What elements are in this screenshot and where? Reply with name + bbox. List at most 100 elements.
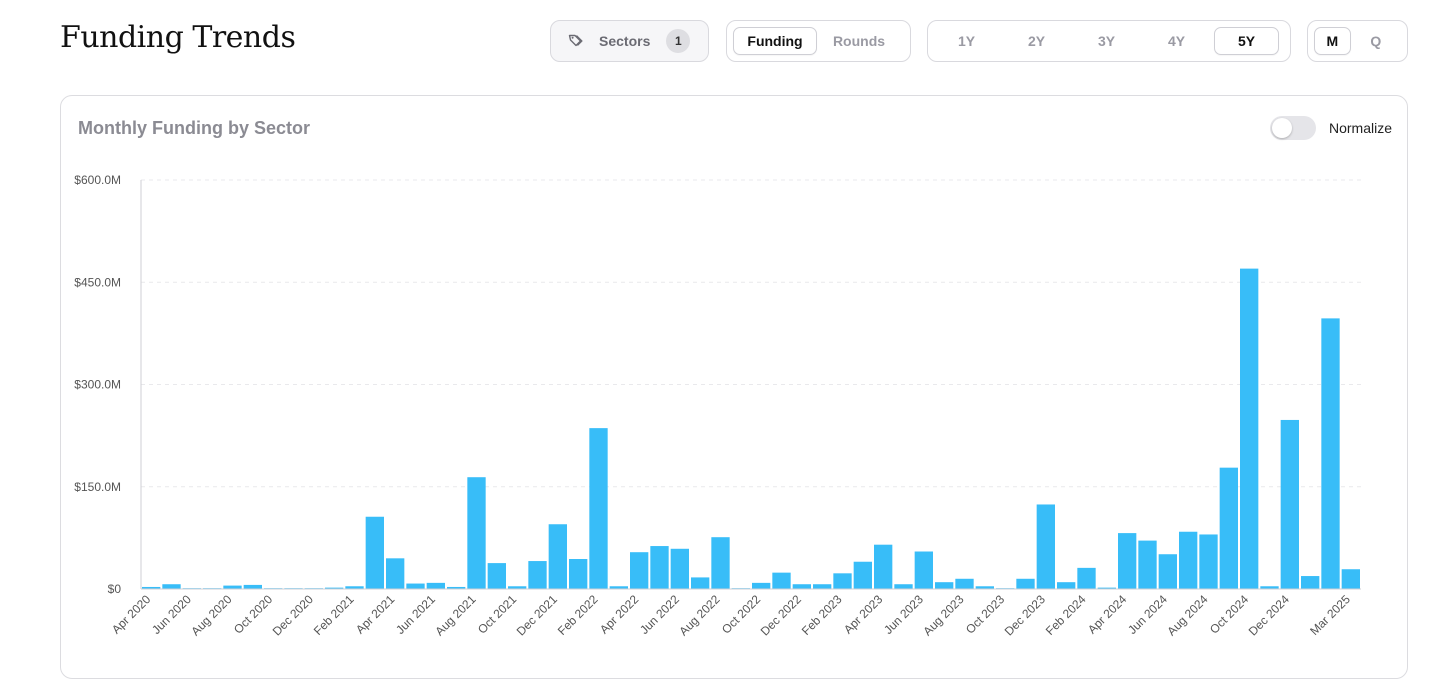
bar-sep-2020[interactable] bbox=[243, 584, 262, 589]
bar-nov-2021[interactable] bbox=[528, 561, 547, 589]
bar-oct-2022[interactable] bbox=[752, 582, 771, 589]
x-tick-label: Apr 2020 bbox=[109, 592, 154, 637]
page-title: Funding Trends bbox=[60, 20, 296, 55]
bar-aug-2024[interactable] bbox=[1199, 534, 1218, 589]
x-tick-label: Mar 2025 bbox=[1307, 592, 1353, 638]
x-tick-label: Aug 2023 bbox=[920, 592, 966, 638]
granularity-option-monthly[interactable]: M bbox=[1314, 27, 1351, 55]
bar-mar-2021[interactable] bbox=[365, 516, 384, 589]
bar-may-2022[interactable] bbox=[650, 546, 669, 589]
x-tick-label: Oct 2023 bbox=[963, 592, 1008, 637]
toggle-knob bbox=[1272, 118, 1292, 138]
bar-jan-2021[interactable] bbox=[325, 587, 344, 589]
bar-oct-2024[interactable] bbox=[1240, 268, 1259, 589]
bar-dec-2023[interactable] bbox=[1036, 504, 1055, 589]
sectors-count-badge: 1 bbox=[666, 29, 691, 53]
sectors-label: Sectors bbox=[599, 33, 651, 49]
x-tick-label: Aug 2022 bbox=[676, 592, 722, 638]
bar-aug-2023[interactable] bbox=[955, 578, 974, 589]
bar-jun-2021[interactable] bbox=[426, 582, 445, 589]
y-tick-label: $0 bbox=[108, 582, 122, 596]
bar-oct-2021[interactable] bbox=[508, 586, 527, 589]
bar-jul-2024[interactable] bbox=[1179, 531, 1198, 589]
x-tick-label: Jun 2020 bbox=[149, 592, 194, 637]
bar-sep-2021[interactable] bbox=[487, 563, 506, 589]
bar-mar-2025[interactable] bbox=[1341, 569, 1360, 589]
bar-feb-2023[interactable] bbox=[833, 573, 852, 589]
x-tick-label: Oct 2022 bbox=[719, 592, 764, 637]
tag-icon bbox=[567, 32, 585, 50]
bar-nov-2023[interactable] bbox=[1016, 578, 1035, 589]
bar-feb-2022[interactable] bbox=[589, 428, 608, 589]
chart-title: Monthly Funding by Sector bbox=[78, 118, 310, 138]
bar-may-2020[interactable] bbox=[162, 584, 181, 589]
normalize-toggle[interactable] bbox=[1270, 116, 1316, 140]
x-tick-label: Dec 2020 bbox=[270, 592, 316, 638]
bar-dec-2021[interactable] bbox=[548, 524, 567, 589]
bar-aug-2020[interactable] bbox=[223, 585, 242, 589]
bar-jul-2023[interactable] bbox=[935, 582, 954, 589]
sectors-filter-button[interactable]: Sectors 1 bbox=[550, 20, 709, 62]
y-tick-label: $600.0M bbox=[74, 173, 121, 187]
bar-aug-2021[interactable] bbox=[467, 477, 486, 589]
bar-aug-2022[interactable] bbox=[711, 537, 730, 589]
x-tick-label: Dec 2022 bbox=[758, 592, 804, 638]
x-tick-label: Jun 2021 bbox=[393, 592, 438, 637]
bar-jan-2023[interactable] bbox=[813, 584, 832, 589]
bar-may-2021[interactable] bbox=[406, 583, 425, 589]
bar-jul-2021[interactable] bbox=[447, 586, 466, 589]
period-option-2y[interactable]: 2Y bbox=[1027, 33, 1046, 49]
bar-jan-2022[interactable] bbox=[569, 559, 588, 589]
x-tick-label: Oct 2024 bbox=[1207, 592, 1252, 637]
bar-may-2023[interactable] bbox=[894, 584, 913, 589]
normalize-label: Normalize bbox=[1329, 120, 1393, 136]
x-tick-label: Oct 2020 bbox=[231, 592, 276, 637]
metric-option-rounds[interactable]: Rounds bbox=[832, 33, 886, 49]
bar-jan-2025[interactable] bbox=[1301, 576, 1320, 589]
bar-mar-2022[interactable] bbox=[609, 586, 628, 589]
x-tick-label: Dec 2023 bbox=[1002, 592, 1048, 638]
x-tick-label: Apr 2024 bbox=[1085, 592, 1130, 637]
bar-apr-2022[interactable] bbox=[630, 552, 649, 589]
bar-sep-2024[interactable] bbox=[1219, 467, 1238, 589]
x-tick-label: Apr 2022 bbox=[597, 592, 642, 637]
x-tick-label: Feb 2021 bbox=[311, 592, 357, 638]
period-option-3y[interactable]: 3Y bbox=[1097, 33, 1116, 49]
bar-jun-2024[interactable] bbox=[1158, 554, 1177, 589]
bar-mar-2023[interactable] bbox=[853, 561, 872, 589]
period-option-5y[interactable]: 5Y bbox=[1214, 27, 1280, 55]
x-tick-label: Jun 2024 bbox=[1125, 592, 1170, 637]
bar-apr-2024[interactable] bbox=[1118, 533, 1137, 589]
metric-option-funding[interactable]: Funding bbox=[733, 27, 817, 55]
granularity-option-quarterly[interactable]: Q bbox=[1370, 33, 1382, 49]
bar-jul-2022[interactable] bbox=[691, 577, 710, 589]
bar-jun-2022[interactable] bbox=[670, 548, 689, 589]
period-option-1y[interactable]: 1Y bbox=[957, 33, 976, 49]
bar-jun-2023[interactable] bbox=[914, 551, 933, 589]
bar-nov-2024[interactable] bbox=[1260, 586, 1279, 589]
bar-apr-2020[interactable] bbox=[142, 586, 161, 589]
period-option-4y[interactable]: 4Y bbox=[1167, 33, 1186, 49]
bar-feb-2021[interactable] bbox=[345, 586, 364, 589]
bar-feb-2025[interactable] bbox=[1321, 318, 1340, 589]
bar-sep-2023[interactable] bbox=[975, 586, 994, 589]
bar-jan-2024[interactable] bbox=[1057, 582, 1076, 589]
bar-apr-2021[interactable] bbox=[386, 558, 405, 589]
x-tick-label: Jun 2022 bbox=[637, 592, 682, 637]
period-selector: 1Y 2Y 3Y 4Y 5Y bbox=[927, 20, 1291, 62]
y-tick-label: $150.0M bbox=[74, 480, 121, 494]
x-tick-label: Aug 2024 bbox=[1164, 592, 1210, 638]
bar-nov-2022[interactable] bbox=[772, 572, 791, 589]
y-tick-label: $450.0M bbox=[74, 275, 121, 289]
bar-feb-2024[interactable] bbox=[1077, 567, 1096, 589]
granularity-selector: M Q bbox=[1307, 20, 1408, 62]
bar-dec-2024[interactable] bbox=[1280, 419, 1299, 589]
bar-mar-2024[interactable] bbox=[1097, 587, 1116, 589]
bar-may-2024[interactable] bbox=[1138, 540, 1157, 589]
bar-dec-2022[interactable] bbox=[792, 584, 811, 589]
x-tick-label: Oct 2021 bbox=[475, 592, 520, 637]
x-tick-label: Apr 2023 bbox=[841, 592, 886, 637]
bar-apr-2023[interactable] bbox=[874, 544, 893, 589]
metric-toggle: Funding Rounds bbox=[726, 20, 911, 62]
